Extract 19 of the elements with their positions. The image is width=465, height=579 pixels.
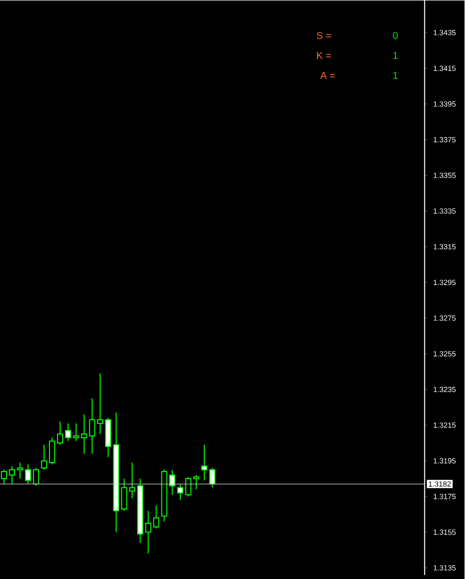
annotation: 0 [393,32,398,39]
candlestick [9,466,16,485]
annotation: K = [317,52,332,59]
annotation: A = [320,72,336,79]
candlestick [97,372,104,435]
candlestick [49,437,56,465]
candlestick [65,422,72,442]
candlestick [81,414,88,454]
candlestick [41,444,48,470]
candlestick [33,467,40,486]
annotation: 1 [394,52,398,59]
candlestick [25,464,32,485]
candlestick [89,398,96,454]
annotation: S = [316,32,332,39]
candlestick [17,462,24,480]
candlestick [73,422,80,442]
candlestick [57,421,64,446]
candlestick [121,478,128,512]
annotation: 1 [394,72,398,79]
